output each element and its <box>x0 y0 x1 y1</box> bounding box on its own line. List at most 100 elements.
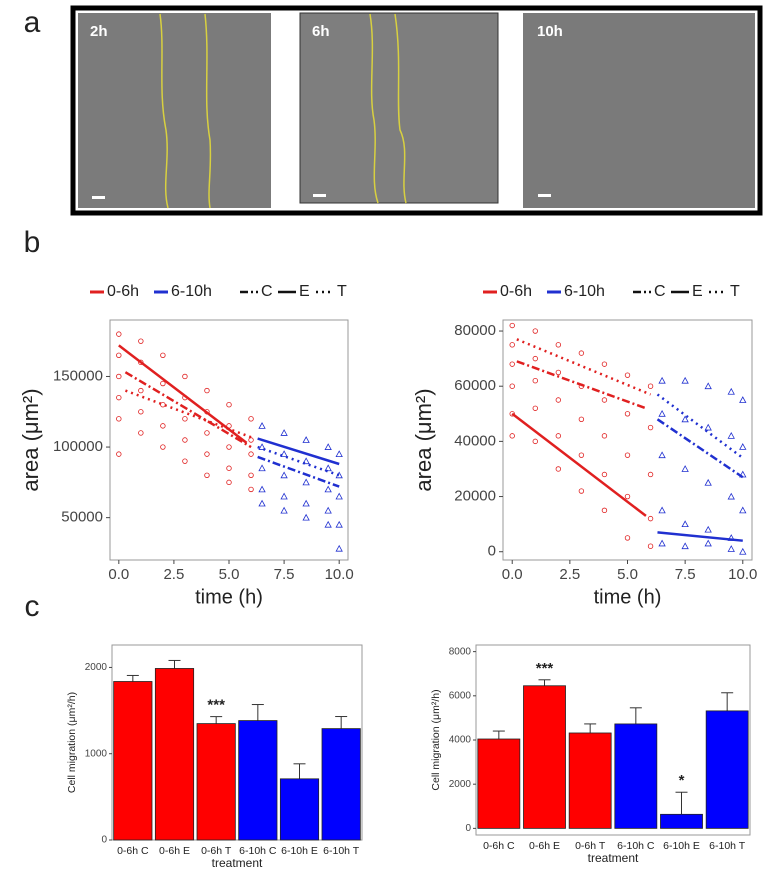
point <box>280 471 288 479</box>
point <box>647 424 654 431</box>
y-tick-label: 1000 <box>85 748 108 759</box>
point <box>280 506 288 514</box>
point <box>601 471 608 478</box>
x-tick-label: 0-6h E <box>159 845 190 857</box>
point <box>647 543 654 549</box>
x-tick-label: 6-10h C <box>617 840 655 852</box>
point <box>248 416 254 422</box>
y-axis-label: area (μm²) <box>411 388 436 491</box>
point <box>555 397 562 403</box>
legend-label: 0-6h <box>107 283 139 300</box>
annotation: *** <box>207 697 225 714</box>
point <box>555 369 562 376</box>
point <box>302 499 310 507</box>
point <box>182 416 188 422</box>
point <box>578 452 585 458</box>
point <box>335 520 343 528</box>
point <box>647 515 654 522</box>
point <box>138 338 144 344</box>
x-tick-label: 2.5 <box>559 566 580 583</box>
point <box>138 409 144 415</box>
point <box>532 405 538 411</box>
point <box>601 433 608 439</box>
legend-label: 6-10h <box>171 283 212 300</box>
x-tick-label: 7.5 <box>675 566 696 583</box>
fit-line <box>118 344 248 444</box>
point <box>578 488 585 494</box>
x-axis-label: time (h) <box>195 586 263 608</box>
plot-frame <box>109 319 349 561</box>
point <box>335 544 343 552</box>
point <box>555 342 562 348</box>
bar <box>196 723 236 841</box>
point <box>258 485 266 493</box>
fit-line <box>124 389 252 439</box>
panel-label: b <box>24 226 41 259</box>
fit-line <box>257 437 340 466</box>
point <box>258 443 266 450</box>
y-tick-label: 20000 <box>454 488 496 505</box>
point <box>138 430 144 436</box>
point <box>647 383 654 389</box>
bar <box>321 728 361 841</box>
point <box>280 429 288 436</box>
point <box>601 507 608 514</box>
plot-frame <box>111 644 363 841</box>
point <box>624 372 631 378</box>
point <box>624 535 631 541</box>
point <box>704 423 712 431</box>
point <box>727 432 735 439</box>
plot-frame <box>475 644 751 836</box>
x-axis-label: time (h) <box>594 586 662 608</box>
point <box>601 361 608 367</box>
point <box>658 376 666 384</box>
point <box>116 352 122 358</box>
frame-label: 10h <box>537 23 563 40</box>
point <box>116 394 122 401</box>
panel-label: a <box>24 6 41 39</box>
point <box>248 472 254 478</box>
point <box>704 525 712 533</box>
point <box>302 436 310 443</box>
point <box>555 466 562 472</box>
y-tick-label: 2000 <box>449 779 472 790</box>
y-tick-label: 50000 <box>61 509 103 526</box>
bar <box>523 685 566 829</box>
point <box>509 433 515 439</box>
plot-frame <box>502 319 753 561</box>
y-tick-label: 6000 <box>449 690 472 701</box>
bar <box>238 720 278 841</box>
legend-label: 6-10h <box>564 283 605 300</box>
y-tick-label: 4000 <box>449 735 472 746</box>
x-tick-label: 10.0 <box>325 566 354 583</box>
point <box>204 451 210 457</box>
point <box>182 437 188 443</box>
point <box>335 450 343 458</box>
x-tick-label: 7.5 <box>274 566 295 583</box>
legend-label: T <box>337 283 347 300</box>
annotation: * <box>679 772 685 789</box>
point <box>532 355 538 362</box>
point <box>704 539 712 547</box>
fit-line <box>656 418 744 479</box>
point <box>739 547 747 555</box>
x-axis-label: treatment <box>588 851 639 865</box>
point <box>509 383 515 389</box>
x-tick-label: 5.0 <box>617 566 638 583</box>
scale-bar <box>313 194 326 197</box>
x-tick-label: 6-10h T <box>323 845 360 857</box>
y-axis-label: area (μm²) <box>18 388 43 491</box>
point <box>624 493 631 500</box>
panel-label: c <box>25 590 40 623</box>
point <box>681 520 689 528</box>
fit-line <box>516 360 647 410</box>
point <box>727 492 735 500</box>
bar <box>568 732 612 829</box>
x-tick-label: 0-6h E <box>529 840 560 852</box>
point <box>204 472 210 478</box>
legend-label: C <box>654 283 666 300</box>
y-tick-label: 0 <box>101 835 107 846</box>
point <box>601 397 608 403</box>
bar <box>614 723 658 829</box>
